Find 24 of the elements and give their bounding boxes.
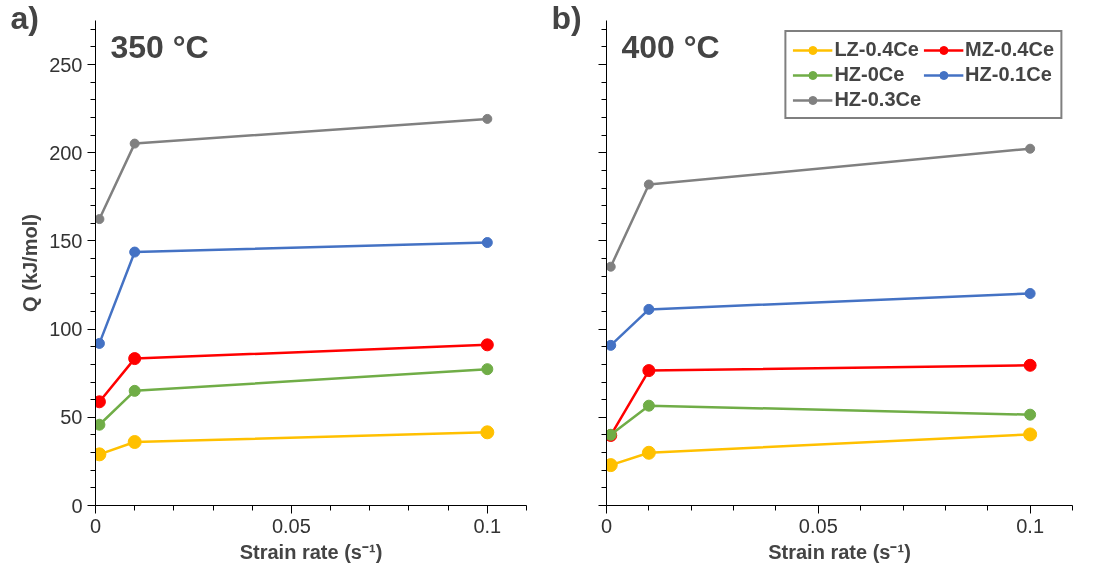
x-tick-label: 0 (89, 514, 102, 537)
x-tick-label: 0.05 (271, 514, 311, 537)
text: a) (10, 0, 39, 36)
chart-title: 350 °C (110, 28, 209, 65)
y-tick-label: 150 (49, 229, 83, 252)
x-tick-label: 0 (600, 514, 613, 537)
y-axis-title: Q (kJ/mol) (19, 214, 42, 312)
x-axis-title: Strain rate (s⁻¹) (768, 540, 911, 563)
y-tick-label: 0 (71, 494, 83, 517)
y-tick-label: 100 (49, 318, 83, 341)
chart-title: 400 °C (621, 28, 720, 65)
y-tick-label: 50 (60, 406, 83, 429)
legend-label: HZ-0.1Ce (965, 63, 1052, 86)
y-tick-label: 250 (49, 53, 83, 76)
legend-label: HZ-0.3Ce (834, 88, 922, 111)
legend-label: HZ-0Ce (834, 63, 905, 86)
x-tick-label: 0.1 (473, 514, 502, 537)
y-tick-label: 200 (49, 141, 83, 164)
legend-label: MZ-0.4Ce (965, 38, 1054, 61)
legend-label: LZ-0.4Ce (834, 38, 919, 61)
x-tick-label: 0.1 (1016, 514, 1045, 537)
x-tick-label: 0.05 (798, 514, 838, 537)
x-axis-title: Strain rate (s⁻¹) (239, 540, 383, 563)
text: b) (551, 0, 582, 36)
